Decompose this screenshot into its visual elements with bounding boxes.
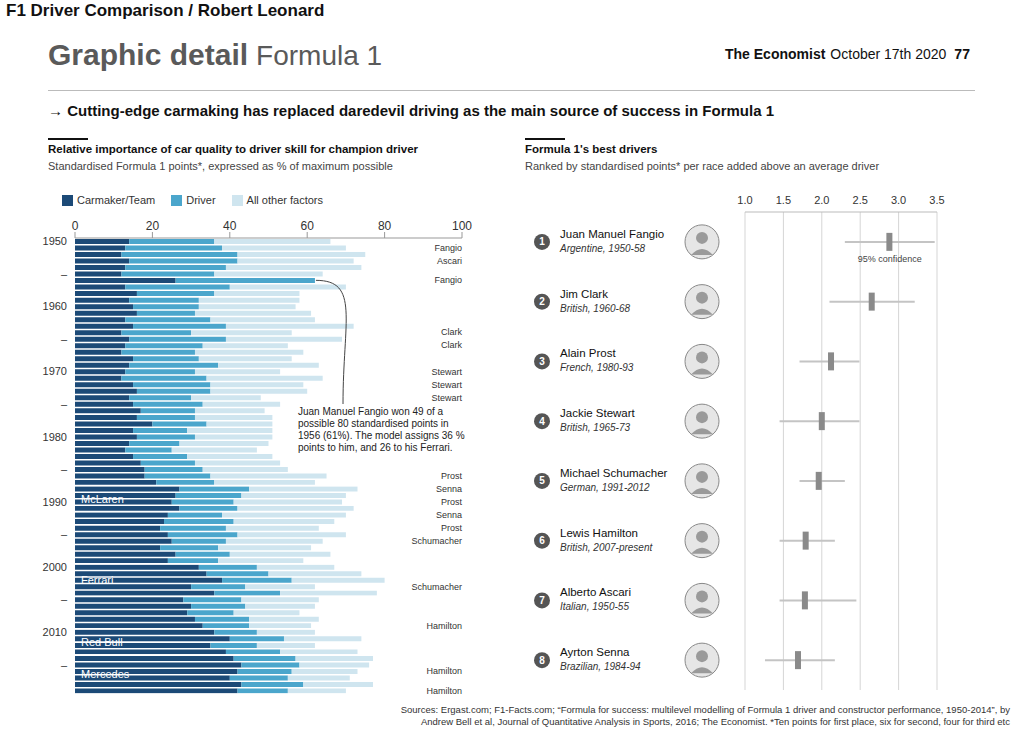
svg-text:Hamilton: Hamilton xyxy=(426,666,462,676)
svg-text:20: 20 xyxy=(146,219,160,233)
svg-text:Jackie Stewart: Jackie Stewart xyxy=(560,407,636,419)
svg-text:Ascari: Ascari xyxy=(437,256,462,266)
html-text:The Economist October 17th 202: The Economist October 17th 2020 xyxy=(725,46,947,62)
svg-text:–: – xyxy=(61,268,68,280)
svg-text:Prost: Prost xyxy=(441,471,463,481)
svg-text:1.0: 1.0 xyxy=(737,194,752,206)
svg-text:1970: 1970 xyxy=(43,365,67,377)
svg-text:British, 1965-73: British, 1965-73 xyxy=(560,422,630,433)
svg-text:Senna: Senna xyxy=(436,484,462,494)
svg-text:Alberto Ascari: Alberto Ascari xyxy=(560,586,631,598)
svg-text:40: 40 xyxy=(223,219,237,233)
svg-text:2.5: 2.5 xyxy=(853,194,868,206)
html-text:Relative importance of car qua: Relative importance of car quality to dr… xyxy=(48,143,418,155)
svg-text:100: 100 xyxy=(452,219,472,233)
svg-text:95% confidence: 95% confidence xyxy=(858,254,922,264)
html-text:Juan Manuel Fangio won 49 of a: Juan Manuel Fangio won 49 of a possible … xyxy=(298,406,465,453)
svg-text:Prost: Prost xyxy=(441,497,463,507)
svg-text:Ayrton Senna: Ayrton Senna xyxy=(560,646,630,658)
svg-text:1980: 1980 xyxy=(43,431,67,443)
svg-text:3.5: 3.5 xyxy=(929,194,944,206)
svg-text:Red Bull: Red Bull xyxy=(81,636,123,648)
html-text:F1 Driver Comparison / Robert: F1 Driver Comparison / Robert Leonard xyxy=(6,1,325,20)
svg-text:2: 2 xyxy=(539,296,545,307)
svg-text:–: – xyxy=(61,528,68,540)
svg-text:3.0: 3.0 xyxy=(891,194,906,206)
svg-text:7: 7 xyxy=(539,595,545,606)
svg-text:2000: 2000 xyxy=(43,561,67,573)
html-text:All other factors: All other factors xyxy=(246,194,323,206)
svg-text:4: 4 xyxy=(539,416,545,427)
svg-text:2010: 2010 xyxy=(43,626,67,638)
html-text:Ranked by standardised points*: Ranked by standardised points* per race … xyxy=(525,160,880,172)
svg-text:–: – xyxy=(61,593,68,605)
svg-text:Stewart: Stewart xyxy=(431,380,462,390)
html-text:Driver: Driver xyxy=(186,194,216,206)
svg-text:Michael Schumacher: Michael Schumacher xyxy=(560,467,668,479)
svg-text:Clark: Clark xyxy=(441,340,463,350)
svg-text:–: – xyxy=(61,333,68,345)
svg-text:Juan Manuel Fangio: Juan Manuel Fangio xyxy=(560,228,664,240)
svg-text:1.5: 1.5 xyxy=(776,194,791,206)
svg-text:Schumacher: Schumacher xyxy=(411,582,462,592)
html-text:77: 77 xyxy=(954,46,970,62)
svg-text:1: 1 xyxy=(539,236,545,247)
svg-text:British, 2007-present: British, 2007-present xyxy=(560,542,653,553)
html-text:Andrew Bell et al, Journal of: Andrew Bell et al, Journal of Quantitati… xyxy=(420,716,1010,727)
svg-text:5: 5 xyxy=(539,475,545,486)
svg-text:8: 8 xyxy=(539,655,545,666)
svg-text:6: 6 xyxy=(539,535,545,546)
svg-text:0: 0 xyxy=(72,219,79,233)
html-text:Graphic detail Formula 1: Graphic detail Formula 1 xyxy=(48,38,383,71)
svg-text:–: – xyxy=(61,398,68,410)
html-text:Formula 1's best drivers: Formula 1's best drivers xyxy=(525,143,658,155)
svg-text:Schumacher: Schumacher xyxy=(411,536,462,546)
svg-text:British, 1960-68: British, 1960-68 xyxy=(560,303,630,314)
svg-text:Hamilton: Hamilton xyxy=(426,686,462,696)
svg-text:Brazilian, 1984-94: Brazilian, 1984-94 xyxy=(560,661,641,672)
svg-text:60: 60 xyxy=(301,219,315,233)
svg-text:1990: 1990 xyxy=(43,496,67,508)
html-text:Sources: Ergast.com; F1-Facts.: Sources: Ergast.com; F1-Facts.com; “Form… xyxy=(400,704,1010,715)
svg-text:Fangio: Fangio xyxy=(434,275,462,285)
html-text:Standardised Formula 1 points*: Standardised Formula 1 points*, expresse… xyxy=(48,160,393,172)
svg-text:3: 3 xyxy=(539,356,545,367)
svg-text:French, 1980-93: French, 1980-93 xyxy=(560,362,634,373)
svg-text:Lewis Hamilton: Lewis Hamilton xyxy=(560,527,638,539)
svg-text:German, 1991-2012: German, 1991-2012 xyxy=(560,482,650,493)
html-text:→ Cutting-edge carmaking has r: → Cutting-edge carmaking has replaced da… xyxy=(48,102,775,119)
svg-text:Hamilton: Hamilton xyxy=(426,621,462,631)
svg-text:Argentine, 1950-58: Argentine, 1950-58 xyxy=(559,243,646,254)
svg-text:Prost: Prost xyxy=(441,523,463,533)
svg-text:Jim Clark: Jim Clark xyxy=(560,288,608,300)
html-text:Carmaker/Team: Carmaker/Team xyxy=(77,194,156,206)
svg-text:–: – xyxy=(61,463,68,475)
svg-text:Fangio: Fangio xyxy=(434,243,462,253)
svg-text:80: 80 xyxy=(378,219,392,233)
svg-text:Stewart: Stewart xyxy=(431,393,462,403)
svg-text:1960: 1960 xyxy=(43,300,67,312)
svg-text:Ferrari: Ferrari xyxy=(81,574,113,586)
svg-text:2.0: 2.0 xyxy=(814,194,829,206)
svg-text:Alain Prost: Alain Prost xyxy=(560,347,616,359)
svg-text:Senna: Senna xyxy=(436,510,462,520)
svg-text:Clark: Clark xyxy=(441,327,463,337)
svg-text:–: – xyxy=(61,659,68,671)
svg-text:Mercedes: Mercedes xyxy=(81,668,130,680)
svg-text:Stewart: Stewart xyxy=(431,367,462,377)
svg-text:McLaren: McLaren xyxy=(81,493,124,505)
svg-text:Italian, 1950-55: Italian, 1950-55 xyxy=(560,601,629,612)
svg-text:1950: 1950 xyxy=(43,235,67,247)
